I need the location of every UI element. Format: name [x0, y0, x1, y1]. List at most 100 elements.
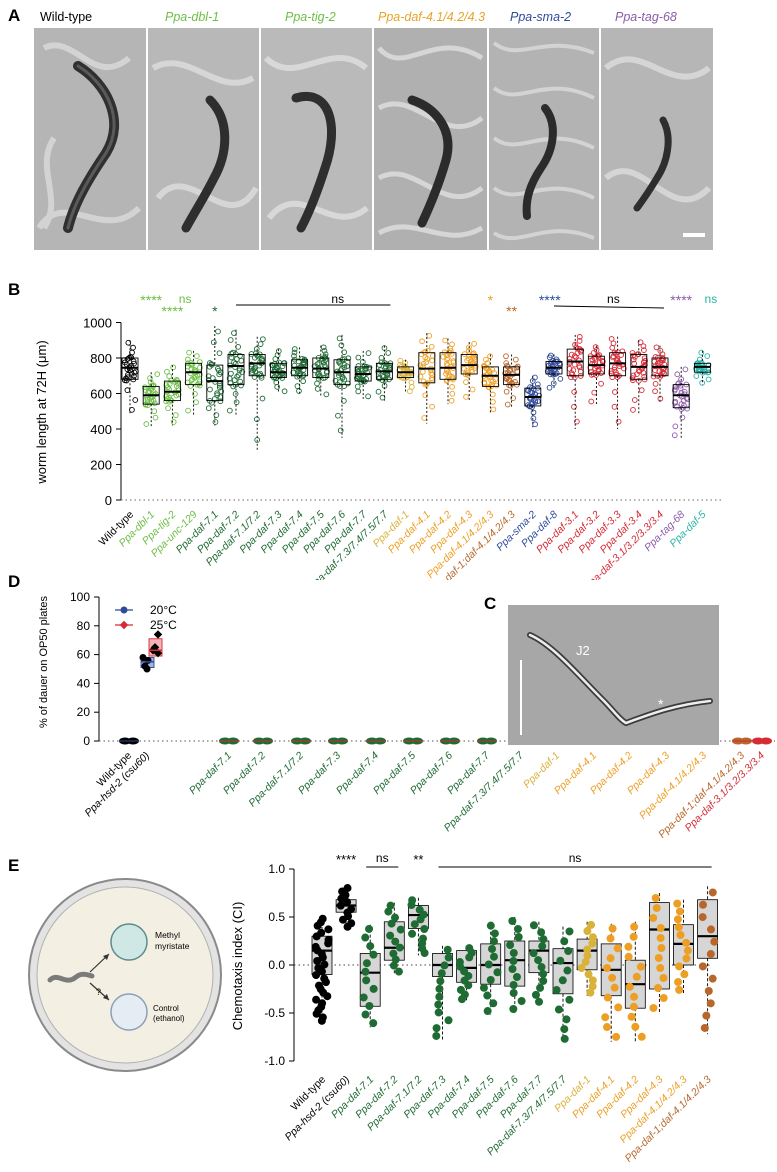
b-point-ppa-daf-7-7-25 — [355, 363, 362, 369]
b-point-ppa-tig-2-1 — [172, 412, 179, 418]
e-point-ppa-daf-4-1-4-2-4-3-3 — [675, 962, 684, 971]
e-box-ppa-daf-7-1-7-2 — [407, 905, 429, 929]
b-significance-9: **** — [670, 292, 692, 308]
b-point-ppa-daf-5-29 — [698, 349, 705, 356]
e-point-ppa-daf-7-2-11 — [386, 901, 395, 910]
b-point-ppa-daf-7-1-12 — [216, 384, 223, 391]
e-group-ppa-daf-4-1-4-2-4-3: Ppa-daf-4.1/4.2/4.3 — [618, 899, 694, 1146]
b-point-ppa-daf-7-2-3 — [238, 382, 244, 389]
e-point-ppa-daf-7-1-7-2-7 — [416, 915, 425, 924]
b-point-ppa-daf-7-4-25 — [299, 355, 306, 362]
d-category-label-ppa-daf-7-1: Ppa-daf-7.1 — [187, 750, 234, 797]
d-point-25c-ppa-hsd-2-csu60-3 — [148, 646, 158, 655]
e-point-ppa-daf-1-daf-4-1-4-2-4-3-7 — [710, 937, 719, 946]
b-point-ppa-daf-7-6-6 — [345, 380, 351, 387]
e-point-ppa-daf-4-1-3 — [614, 1003, 623, 1012]
e-category-label-ppa-daf-7-1: Ppa-daf-7.1 — [329, 1074, 376, 1121]
d-category-label-ppa-daf-4-1: Ppa-daf-4.1 — [552, 750, 599, 797]
d-point-20c-ppa-daf-1-daf-4-1-4-2-4-3 — [732, 737, 744, 745]
b-point-ppa-dbl-1-1 — [152, 414, 159, 421]
b-point-ppa-daf-4-1-4-2-4-3-25 — [481, 362, 487, 369]
e-point-ppa-daf-7-1-3 — [359, 993, 368, 1002]
d-point-25c-ppa-daf-7-6 — [448, 737, 460, 745]
j2-label: J2 — [576, 643, 590, 658]
d-point-25c-ppa-daf-7-4 — [374, 737, 386, 745]
b-point-ppa-daf-7-5-27 — [322, 351, 329, 358]
worm-icon — [47, 971, 95, 983]
b-point-ppa-daf-7-2-29 — [231, 330, 237, 336]
b-point-ppa-daf-7-5-0 — [323, 391, 330, 398]
b-point-ppa-daf-7-7-23 — [366, 364, 373, 371]
e-point-ppa-daf-4-1-1 — [602, 1023, 611, 1032]
e-point-ppa-daf-7-1-9 — [366, 942, 375, 951]
e-point-ppa-daf-4-1-4 — [603, 993, 612, 1002]
e-point-ppa-daf-4-1-11 — [608, 924, 617, 933]
d-category-label-ppa-daf-7-2: Ppa-daf-7.2 — [221, 750, 268, 797]
b-point-ppa-daf-3-1-3-2-3-3-3-4-25 — [652, 354, 659, 360]
b-point-ppa-tig-2-20 — [163, 382, 170, 388]
legend-label-20c: 20°C — [150, 603, 177, 617]
e-point-ppa-daf-7-5-1 — [489, 999, 498, 1008]
b-point-wild-type-11 — [131, 369, 138, 376]
e-point-ppa-daf-7-3-0 — [432, 1031, 441, 1040]
d-category-label-ppa-daf-7-6: Ppa-daf-7.6 — [408, 750, 455, 797]
b-point-ppa-daf-3-1-25 — [573, 344, 580, 351]
e-box-ppa-daf-7-3 — [432, 953, 453, 977]
b-point-ppa-daf-7-6-1 — [335, 412, 341, 419]
b-y-tick-label-600: 600 — [90, 387, 112, 402]
e-point-ppa-daf-4-3-4 — [656, 964, 665, 972]
b-point-ppa-daf-1-daf-4-1-4-2-4-3-0 — [504, 401, 511, 408]
e-point-ppa-daf-7-5-5 — [493, 968, 502, 977]
b-point-ppa-tag-68-21 — [677, 385, 684, 392]
e-point-ppa-daf-7-4-2 — [456, 985, 465, 994]
b-point-ppa-sma-2-9 — [532, 399, 539, 406]
panel-label-d: D — [8, 572, 21, 591]
e-category-label-ppa-daf-7-1-7-2: Ppa-daf-7.1/7.2 — [365, 1074, 425, 1134]
b-point-ppa-tag-68-0 — [671, 432, 678, 439]
b-point-ppa-daf-4-3-28 — [466, 344, 472, 351]
b-point-ppa-unc-129-29 — [186, 349, 192, 356]
b-point-ppa-sma-2-1 — [530, 415, 537, 422]
b-point-ppa-daf-7-7-29 — [365, 350, 372, 356]
b-point-ppa-daf-4-1-17 — [420, 360, 427, 367]
b-point-ppa-daf-7-6-29 — [336, 335, 343, 342]
e-point-ppa-daf-4-1-4-2-4-3-5 — [683, 946, 692, 955]
b-point-ppa-daf-7-4-2 — [300, 378, 307, 385]
methyl-label-2: myristate — [155, 941, 190, 951]
d-point-25c-ppa-hsd-2-csu60-0 — [153, 630, 163, 639]
e-point-ppa-daf-7-1-10 — [361, 933, 370, 942]
e-point-ppa-daf-7-1-7-2-9 — [415, 905, 424, 914]
b-point-ppa-daf-7-7-2 — [354, 383, 361, 390]
e-point-ppa-daf-4-1-0 — [612, 1032, 621, 1041]
b-point-ppa-daf-7-7-0 — [365, 393, 371, 400]
e-y-tick-label-1-0: 1.0 — [268, 862, 285, 876]
e-point-wild-type-29 — [318, 914, 327, 923]
d-group-wild-type: Wild-type — [95, 737, 139, 789]
d-point-20c-ppa-daf-7-1-7-2 — [291, 737, 303, 745]
b-point-ppa-daf-7-3-7-4-7-5-7-7-1 — [375, 388, 382, 395]
d-category-label-ppa-daf-4-2: Ppa-daf-4.2 — [588, 750, 635, 797]
b-point-ppa-unc-129-4 — [187, 383, 194, 389]
e-point-ppa-daf-7-7-2 — [536, 983, 545, 992]
b-y-tick-label-800: 800 — [90, 351, 112, 366]
b-point-ppa-daf-1-6 — [405, 374, 411, 380]
e-point-ppa-daf-7-1-7-2-4 — [408, 929, 417, 938]
b-point-ppa-daf-3-1-20 — [568, 351, 575, 358]
e-point-ppa-daf-7-6-4 — [512, 973, 521, 981]
e-box-ppa-daf-4-3 — [649, 902, 670, 990]
b-point-ppa-daf-7-4-1 — [294, 383, 301, 389]
b-point-ppa-unc-129-1 — [193, 399, 199, 406]
b-point-ppa-daf-7-5-29 — [320, 344, 327, 351]
e-point-ppa-daf-4-2-2 — [627, 1012, 636, 1021]
b-point-ppa-dbl-1-28 — [147, 375, 153, 381]
e-point-ppa-daf-4-3-2 — [653, 984, 662, 992]
e-category-label-ppa-daf-1: Ppa-daf-1 — [552, 1074, 593, 1115]
b-point-ppa-daf-7-3-22 — [269, 361, 275, 368]
b-point-ppa-daf-3-1-23 — [578, 347, 585, 354]
e-point-wild-type-12 — [320, 974, 329, 983]
e-point-ppa-daf-7-6-10 — [514, 925, 523, 933]
b-point-ppa-daf-5-28 — [704, 353, 711, 359]
e-point-ppa-daf-4-1-4-2-4-3-6 — [682, 938, 691, 947]
e-point-ppa-daf-7-7-0 — [535, 997, 544, 1006]
e-group-ppa-hsd-2-csu60: Ppa-hsd-2 (csu60) — [283, 884, 357, 1143]
